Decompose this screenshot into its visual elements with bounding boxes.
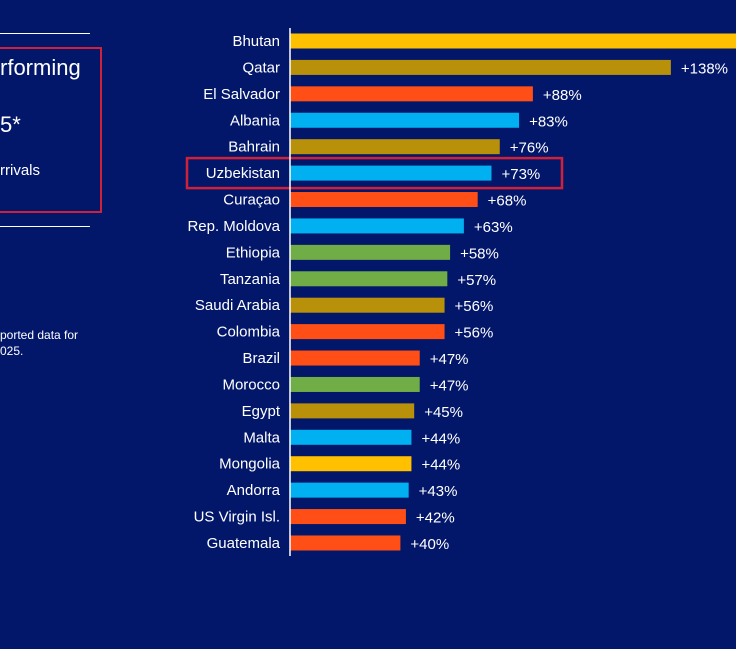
category-label: Andorra <box>227 482 281 499</box>
category-label: Brazil <box>242 350 280 367</box>
bar <box>290 429 412 445</box>
data-label: +57% <box>457 272 496 289</box>
data-label: +40% <box>410 536 449 553</box>
category-label: Guatemala <box>207 535 281 552</box>
bar <box>290 59 671 75</box>
category-label: Bahrain <box>228 139 280 156</box>
bar <box>290 535 401 551</box>
panel-year: 5* <box>0 112 21 137</box>
highlight-box <box>0 47 102 213</box>
highlight-box-uzbekistan <box>185 156 564 190</box>
category-label: Bhutan <box>232 33 280 50</box>
bar <box>290 509 406 525</box>
bar <box>290 244 451 260</box>
data-label: +56% <box>455 298 494 315</box>
category-label: Egypt <box>242 403 281 420</box>
data-label: +45% <box>424 404 463 421</box>
data-label: +68% <box>488 193 527 210</box>
bar <box>290 297 445 313</box>
divider-bottom <box>0 226 90 227</box>
category-label: Colombia <box>217 324 281 341</box>
bar <box>290 139 500 155</box>
category-label: Ethiopia <box>226 244 281 261</box>
note-line-2: 025. <box>0 344 24 358</box>
bar <box>290 350 420 366</box>
data-label: +56% <box>455 325 494 342</box>
bar <box>290 192 478 208</box>
data-label: +58% <box>460 245 499 262</box>
data-label: +138% <box>681 60 728 77</box>
panel-title: rforming <box>0 55 81 80</box>
data-label: +63% <box>474 219 513 236</box>
data-label: +44% <box>421 457 460 474</box>
data-label: +43% <box>419 483 458 500</box>
category-label: Curaçao <box>223 192 280 209</box>
category-label: El Salvador <box>203 86 280 103</box>
data-label: +73% <box>501 166 540 183</box>
category-label: US Virgin Isl. <box>194 509 280 526</box>
data-label: +47% <box>430 377 469 394</box>
category-label: Morocco <box>222 376 280 393</box>
divider-top <box>0 33 90 34</box>
bar <box>290 112 520 128</box>
bar <box>290 324 445 340</box>
category-label: Rep. Moldova <box>187 218 280 235</box>
category-label: Albania <box>230 112 281 129</box>
data-label: +83% <box>529 113 568 130</box>
category-label: Qatar <box>242 59 280 76</box>
category-label: Malta <box>243 429 280 446</box>
category-label: Tanzania <box>220 271 281 288</box>
data-label: +76% <box>510 140 549 157</box>
data-label: +42% <box>416 510 455 527</box>
category-label: Mongolia <box>219 456 281 473</box>
category-label: Saudi Arabia <box>195 297 281 314</box>
bar <box>290 218 464 234</box>
bar <box>290 456 412 472</box>
data-label: +44% <box>421 430 460 447</box>
bar <box>290 376 420 392</box>
bar <box>290 86 533 102</box>
data-label: +88% <box>543 87 582 104</box>
panel-subtitle: rrivals <box>0 162 40 179</box>
bar <box>290 482 409 498</box>
bar <box>290 403 415 419</box>
bar <box>290 165 492 181</box>
category-label: Uzbekistan <box>206 165 280 182</box>
bar <box>290 271 448 287</box>
data-label: +47% <box>430 351 469 368</box>
note-line-1: ported data for <box>0 328 79 342</box>
bar <box>290 33 736 49</box>
